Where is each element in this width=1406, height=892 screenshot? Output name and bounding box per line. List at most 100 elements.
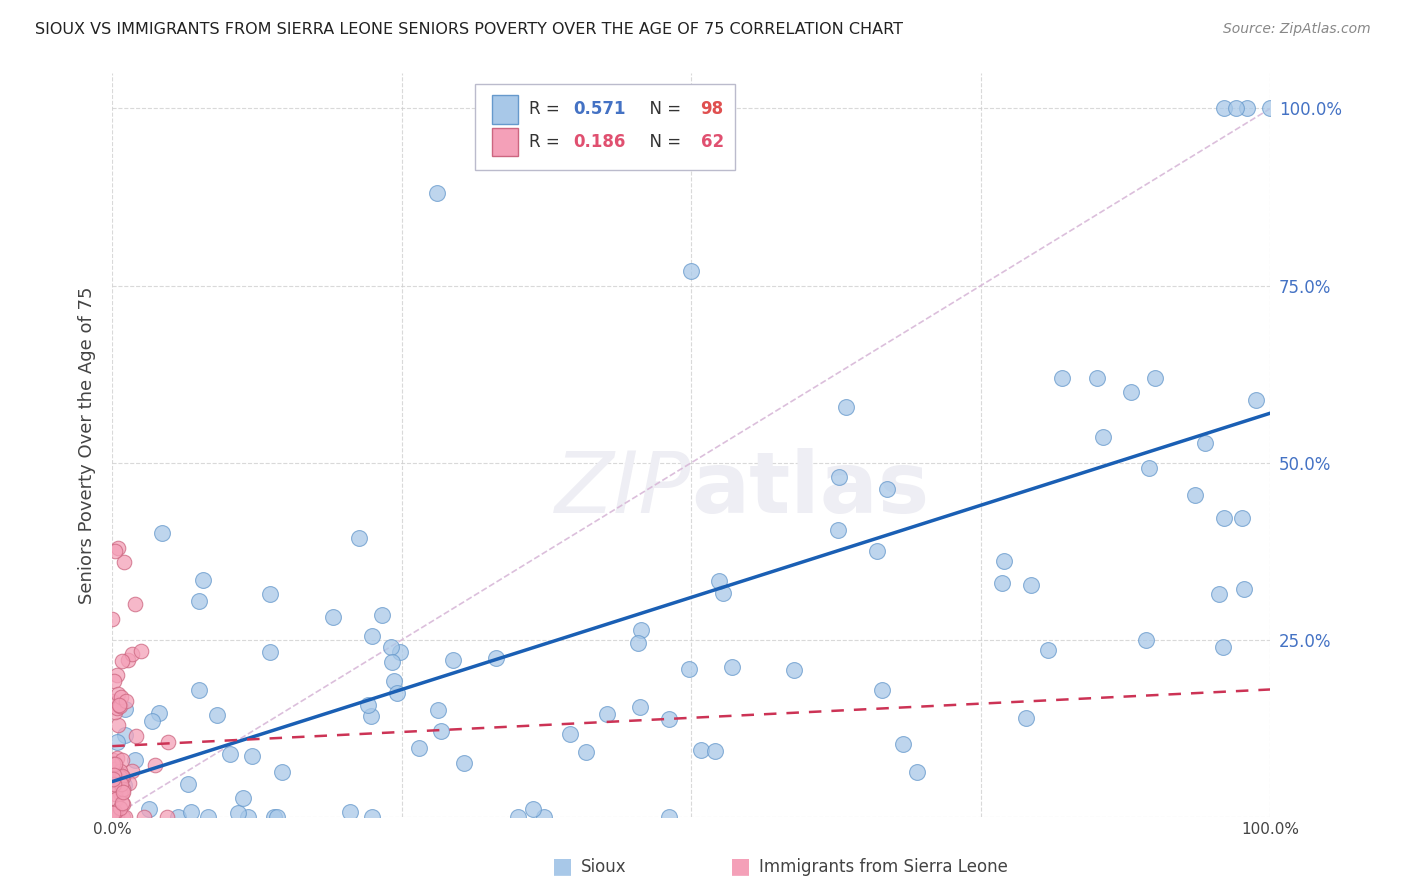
Point — [143, 758, 166, 772]
Point — [430, 724, 453, 739]
Point — [678, 662, 700, 676]
Point — [103, 772, 125, 786]
Point — [558, 727, 581, 741]
Point — [108, 800, 131, 814]
Point — [156, 735, 179, 749]
Point — [711, 585, 734, 599]
Point — [1194, 436, 1216, 450]
Point — [1208, 587, 1230, 601]
Point — [360, 709, 382, 723]
Point — [259, 645, 281, 659]
Point — [596, 707, 619, 722]
Point — [150, 526, 173, 541]
Point — [101, 611, 124, 625]
Point — [1019, 578, 1042, 592]
Point — [1260, 102, 1282, 116]
Text: Sioux: Sioux — [581, 858, 626, 876]
Point — [709, 574, 731, 588]
Point — [259, 587, 281, 601]
Point — [104, 762, 127, 776]
Point — [441, 653, 464, 667]
Text: ■: ■ — [731, 856, 751, 876]
Point — [110, 764, 132, 778]
Point — [1135, 632, 1157, 647]
Point — [105, 810, 128, 824]
Point — [101, 756, 124, 771]
Point — [1236, 102, 1258, 116]
Point — [104, 787, 127, 801]
Point — [103, 764, 125, 778]
Point — [658, 810, 681, 824]
Point — [114, 702, 136, 716]
Text: Immigrants from Sierra Leone: Immigrants from Sierra Leone — [759, 858, 1008, 876]
Point — [112, 781, 135, 796]
Point — [627, 636, 650, 650]
Bar — [492, 95, 517, 124]
Point — [236, 810, 259, 824]
Point — [1233, 582, 1256, 596]
Point — [108, 767, 131, 781]
Point — [111, 786, 134, 800]
Point — [114, 810, 136, 824]
Point — [112, 778, 135, 792]
Text: atlas: atlas — [692, 448, 929, 531]
Point — [783, 663, 806, 677]
Point — [226, 805, 249, 820]
Bar — [492, 128, 517, 156]
Text: SIOUX VS IMMIGRANTS FROM SIERRA LEONE SENIORS POVERTY OVER THE AGE OF 75 CORRELA: SIOUX VS IMMIGRANTS FROM SIERRA LEONE SE… — [35, 22, 903, 37]
Point — [1050, 370, 1073, 384]
Point — [658, 712, 681, 726]
Point — [1085, 370, 1108, 384]
Text: ZIP: ZIP — [555, 448, 692, 531]
Point — [1225, 102, 1247, 116]
Point — [107, 687, 129, 701]
Point — [876, 482, 898, 496]
Point — [105, 668, 128, 682]
Point — [1230, 510, 1253, 524]
Point — [704, 744, 727, 758]
Point — [105, 735, 128, 749]
Point — [370, 607, 392, 622]
Point — [834, 400, 856, 414]
Point — [339, 805, 361, 819]
Point — [104, 810, 127, 824]
Point — [156, 810, 179, 824]
Point — [681, 264, 703, 278]
Point — [103, 768, 125, 782]
Point — [108, 698, 131, 712]
Point — [132, 810, 155, 824]
Point — [111, 654, 134, 668]
Point — [347, 532, 370, 546]
Point — [103, 673, 125, 688]
Point — [107, 717, 129, 731]
Point — [167, 810, 190, 824]
Point — [104, 805, 127, 820]
Point — [453, 756, 475, 771]
Point — [180, 805, 202, 820]
Text: N =: N = — [640, 133, 686, 151]
Point — [361, 810, 384, 824]
Point — [240, 748, 263, 763]
Point — [108, 786, 131, 800]
Point — [112, 810, 135, 824]
Text: R =: R = — [529, 133, 565, 151]
Point — [905, 764, 928, 779]
Point — [427, 703, 450, 717]
Point — [1143, 370, 1166, 384]
Text: 98: 98 — [700, 101, 724, 119]
Point — [108, 774, 131, 789]
Point — [103, 771, 125, 785]
Point — [1212, 640, 1234, 654]
Point — [197, 810, 219, 824]
Point — [828, 469, 851, 483]
Point — [101, 753, 124, 767]
Point — [101, 806, 124, 821]
Point — [381, 655, 404, 669]
Point — [121, 647, 143, 661]
Point — [506, 810, 529, 824]
Point — [107, 770, 129, 784]
Point — [993, 554, 1015, 568]
Point — [148, 706, 170, 721]
Point — [1038, 643, 1060, 657]
Point — [266, 810, 288, 824]
